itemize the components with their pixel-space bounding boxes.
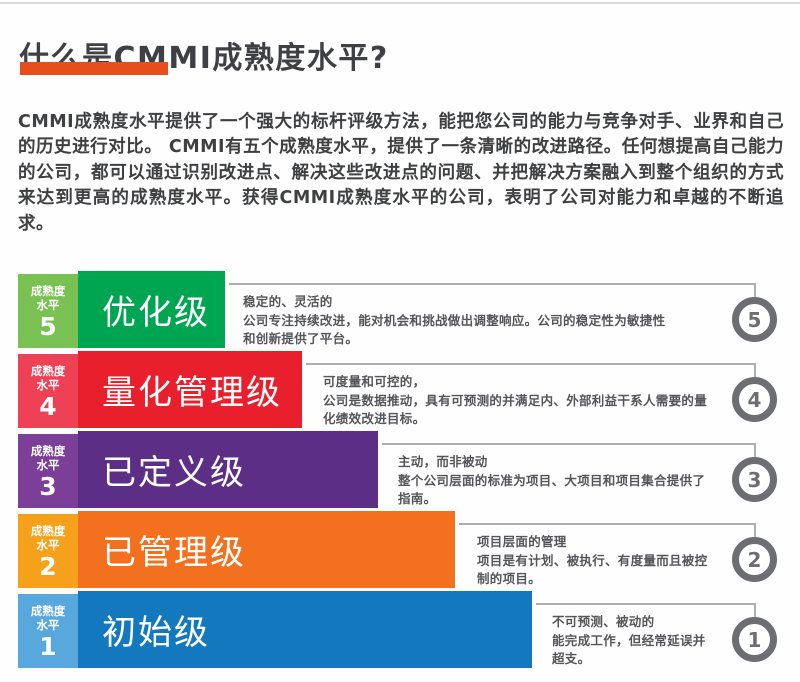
level-tag-box: 成熟度 水平 5 [18,274,78,348]
level-description-line: 主动，而非被动 [398,454,488,469]
level-bar: 已定义级 [78,431,378,508]
level-tag-box: 成熟度 水平 1 [18,594,78,668]
level-number: 2 [39,552,57,581]
maturity-level-row: 成熟度 水平 3 已定义级 3 主动，而非被动整个公司层面的标准为项目、大项目和… [0,431,800,508]
maturity-level-row: 成熟度 水平 2 已管理级 2 项目层面的管理项目是有计划、被执行、有度量而且被… [0,511,800,588]
level-tag-box: 成熟度 水平 2 [18,514,78,588]
level-badge-number: 4 [747,387,762,412]
level-description: 项目层面的管理项目是有计划、被执行、有度量而且被控 制的项目。 [477,533,707,589]
level-badge-circle: 3 [732,457,777,502]
level-description-line: 能完成工作，但经常延误并 [552,632,706,648]
level-tag-label: 水平 [36,297,60,312]
level-badge-circle: 4 [732,377,777,422]
level-description-line: 项目是有计划、被执行、有度量而且被控 [477,552,708,568]
level-number: 1 [39,632,57,661]
level-tag-label: 成熟度 [30,364,66,378]
level-bar: 初始级 [78,591,532,668]
level-description-line: 和创新提供了平台。 [243,331,359,346]
connector-line [536,603,756,620]
maturity-level-row: 成熟度 水平 4 量化管理级 4 可度量和可控的， 公司是数据推动，具有可预测的并… [0,351,800,428]
level-description: 主动，而非被动整个公司层面的标准为项目、大项目和项目集合提供了 指南。 [398,453,705,509]
level-description-line: 整个公司层面的标准为项目、大项目和项目集合提供了 [398,472,706,488]
level-number: 5 [39,312,57,341]
level-tag-label: 成熟度 [30,604,66,618]
level-badge-number: 1 [747,627,762,652]
level-bar: 已管理级 [78,511,455,588]
level-description-line: 不可预测、被动的 [552,614,655,629]
level-tag-label: 水平 [36,537,60,552]
level-description-line: 指南。 [398,491,437,506]
connector-line [229,283,756,300]
level-description: 可度量和可控的， 公司是数据推动，具有可预测的并满足内、外部利益干系人需要的量 化绩… [323,373,707,429]
level-description-line: 超支。 [552,651,591,666]
level-description: 稳定的、灵活的公司专注持续改进，能对机会和挑战做出调整响应。公司的稳定性为敏捷性… [243,293,665,349]
level-tag-label: 成熟度 [30,284,66,298]
level-badge-number: 2 [747,547,762,572]
level-description-line: 化绩效改进目标。 [323,411,426,426]
level-badge-circle: 2 [732,537,777,582]
connector-line [459,523,756,540]
level-name: 已管理级 [102,533,246,573]
level-name: 优化级 [102,293,210,333]
level-tag-box: 成熟度 水平 4 [18,354,78,428]
level-description-line: 制的项目。 [477,571,542,586]
level-badge-circle: 1 [732,617,777,662]
level-badge-number: 3 [747,467,762,492]
intro-paragraph: CMMI成熟度水平提供了一个强大的标杆评级方法，能把您公司的能力与竞争对手、业界… [18,111,784,234]
level-description-line: 项目层面的管理 [477,534,567,549]
level-tag-label: 水平 [36,457,60,472]
level-name: 初始级 [102,613,210,653]
connector-line [382,443,756,460]
level-tag-label: 成熟度 [30,524,66,538]
maturity-levels-diagram: 成熟度 水平 5 优化级 5 稳定的、灵活的公司专注持续改进，能对机会和挑战做出… [0,271,800,671]
maturity-level-row: 成熟度 水平 1 初始级 1 不可预测、被动的能完成工作，但经常延误并 超支。 [0,591,800,668]
level-tag-box: 成熟度 水平 3 [18,434,78,508]
level-name: 已定义级 [102,453,246,493]
level-tag-label: 水平 [36,377,60,392]
level-bar: 优化级 [78,271,225,348]
maturity-level-row: 成熟度 水平 5 优化级 5 稳定的、灵活的公司专注持续改进，能对机会和挑战做出… [0,271,800,348]
level-badge-number: 5 [747,307,762,332]
level-number: 3 [39,472,57,501]
level-bar: 量化管理级 [78,351,302,428]
level-description-line: 稳定的、灵活的 [243,294,333,309]
level-tag-label: 水平 [36,617,60,632]
top-divider-line [0,2,800,4]
level-description-line: 公司专注持续改进，能对机会和挑战做出调整响应。公司的稳定性为敏捷性 [243,312,666,328]
connector-line [306,363,756,380]
level-description-line: 可度量和可控的， [323,374,426,389]
level-tag-label: 成熟度 [30,444,66,458]
level-description-line: 公司是数据推动，具有可预测的并满足内、外部利益干系人需要的量 [323,392,708,408]
level-description: 不可预测、被动的能完成工作，但经常延误并 超支。 [552,613,706,669]
level-badge-circle: 5 [732,297,777,342]
title-underline-bar [20,62,168,75]
level-number: 4 [39,392,57,421]
level-name: 量化管理级 [102,373,282,413]
